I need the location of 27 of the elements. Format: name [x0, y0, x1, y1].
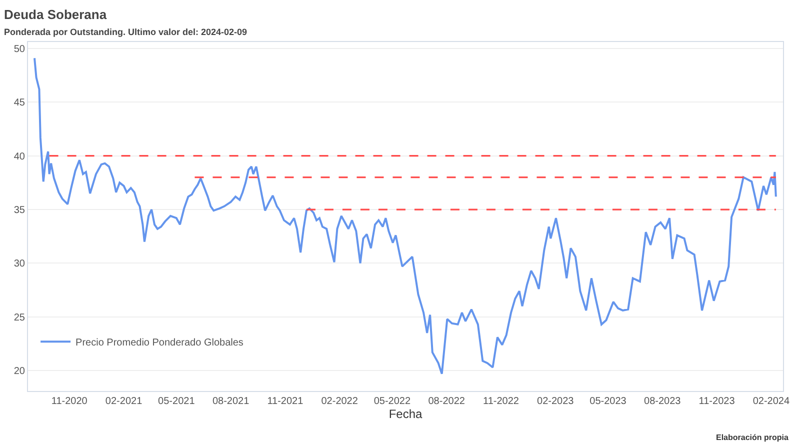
line-series — [34, 57, 777, 375]
x-tick-label: 05-2023 — [590, 396, 627, 407]
x-tick-label: 05-2022 — [374, 396, 411, 407]
x-tick-label: 05-2021 — [158, 396, 196, 407]
x-tick-label: 02-2024 — [752, 396, 790, 407]
x-tick-label: 08-2023 — [644, 396, 682, 407]
x-tick-label: 02-2021 — [105, 396, 143, 407]
y-tick-label: 25 — [14, 312, 26, 324]
y-tick-label: 30 — [14, 258, 26, 270]
x-tick-label: 11-2022 — [482, 396, 520, 407]
y-tick-label: 35 — [14, 205, 26, 216]
y-tick-label: 20 — [14, 366, 26, 378]
legend-label: Precio Promedio Ponderado Globales — [76, 338, 244, 348]
x-axis-title: Fecha — [388, 407, 422, 421]
text: Elaboración propia — [716, 433, 790, 442]
x-tick-label: 02-2023 — [537, 396, 574, 407]
y-tick-label: 45 — [14, 98, 26, 109]
x-tick-label: 08-2022 — [428, 396, 466, 407]
x-tick-label: 11-2020 — [51, 396, 88, 407]
x-tick-label: 11-2023 — [698, 396, 736, 407]
y-tick-label: 50 — [14, 44, 26, 55]
x-tick-label: 02-2022 — [321, 396, 358, 407]
chart-title: Deuda Soberana — [4, 7, 108, 22]
y-tick-label: 40 — [14, 151, 26, 162]
x-tick-label: 08-2021 — [212, 396, 250, 407]
x-tick-label: 11-2021 — [267, 396, 304, 407]
chart-subtitle: Ponderada por Outstanding. Ultimo valor del: 2024-02-09 — [4, 27, 248, 37]
